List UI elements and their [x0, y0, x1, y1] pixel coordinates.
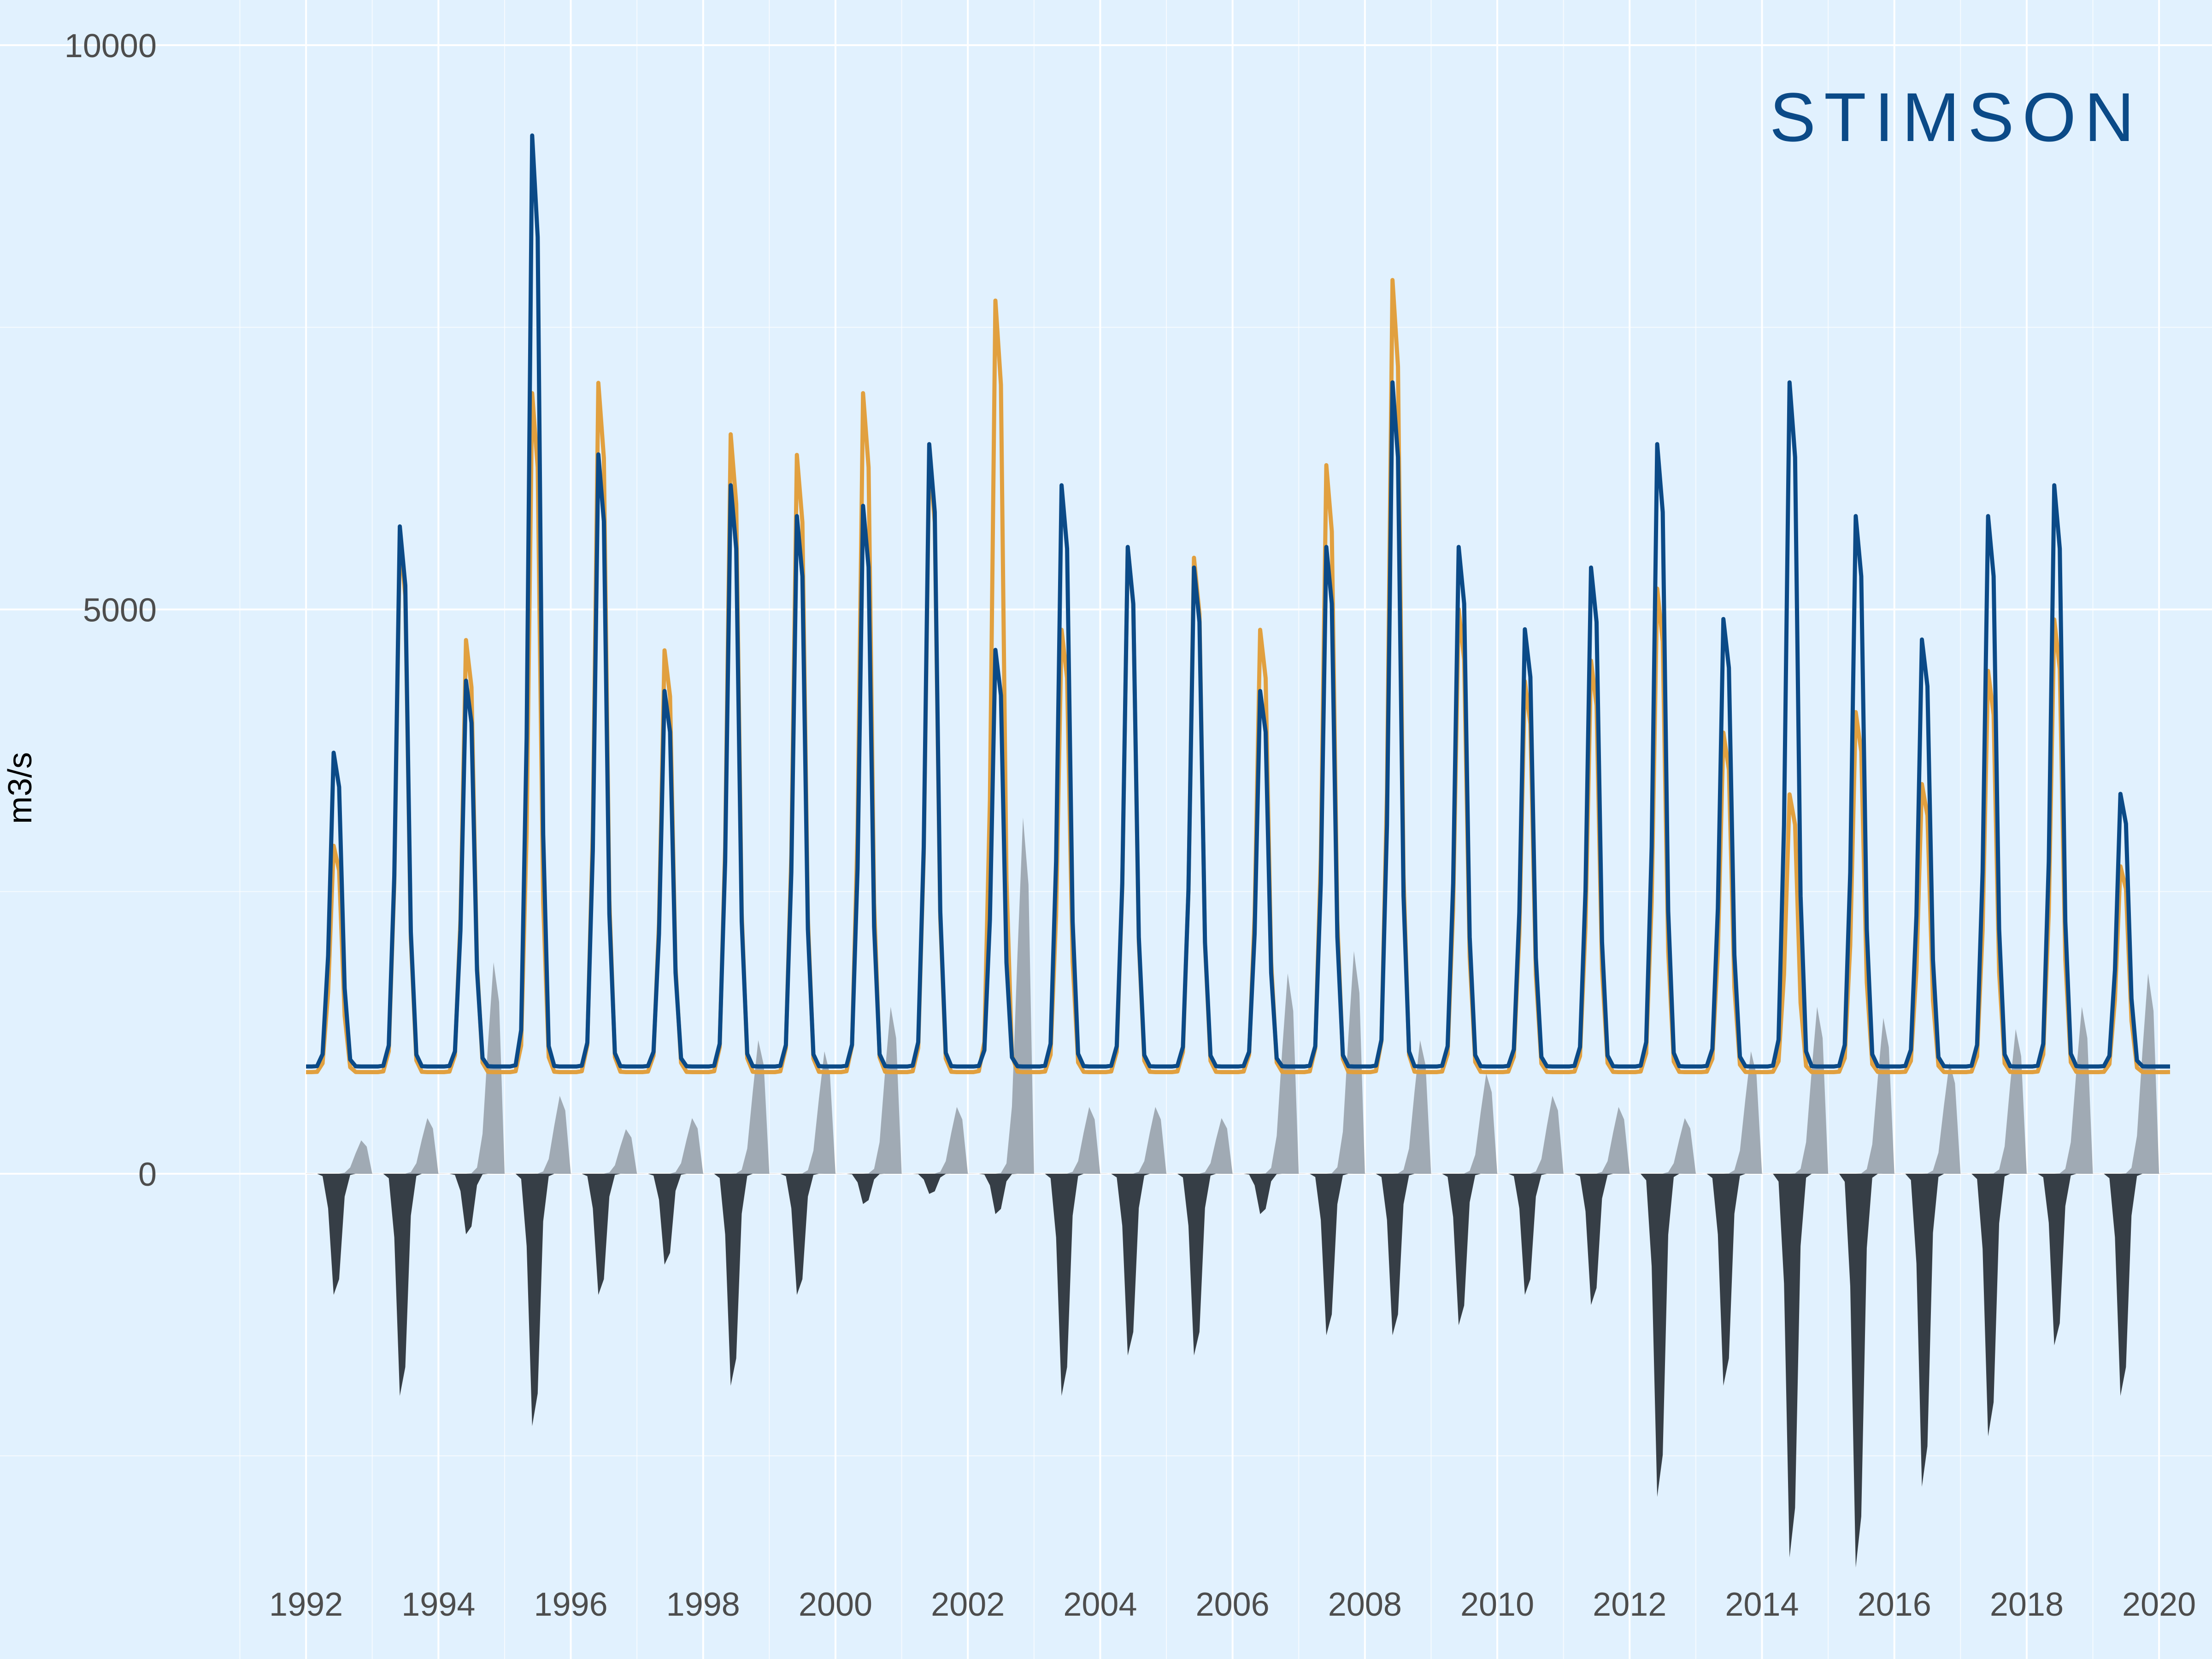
logo-text: STIMSON — [1770, 78, 2142, 156]
stimson-logo: STIMSON — [1770, 78, 2142, 156]
difference-areas — [306, 818, 2171, 1568]
x-tick-label: 2002 — [931, 1586, 1005, 1623]
x-tick-label: 2004 — [1063, 1586, 1137, 1623]
y-axis-title: m3/s — [2, 752, 39, 824]
x-tick-label: 2006 — [1196, 1586, 1270, 1623]
y-tick-label: 0 — [138, 1156, 157, 1193]
series-lines — [306, 133, 2171, 1074]
y-tick-labels: 0 5000 10000 — [65, 28, 157, 1193]
y-tick-label: 10000 — [65, 28, 157, 65]
x-tick-labels: 1992 1994 1996 1998 2000 2002 2004 2006 2008 2010… — [269, 1586, 2196, 1623]
x-tick-label: 1992 — [269, 1586, 343, 1623]
x-tick-label: 2020 — [2122, 1586, 2196, 1623]
x-tick-label: 2018 — [1990, 1586, 2064, 1623]
positive-difference-area — [306, 818, 2171, 1174]
x-tick-label: 2008 — [1328, 1586, 1402, 1623]
x-tick-label: 2000 — [799, 1586, 872, 1623]
x-tick-label: 1996 — [534, 1586, 607, 1623]
x-tick-label: 2010 — [1460, 1586, 1534, 1623]
x-tick-label: 1994 — [401, 1586, 475, 1623]
y-tick-label: 5000 — [83, 592, 157, 629]
x-tick-label: 2014 — [1725, 1586, 1799, 1623]
series-line-blue — [306, 133, 2171, 1069]
x-tick-label: 2016 — [1858, 1586, 1931, 1623]
x-tick-label: 2012 — [1593, 1586, 1666, 1623]
negative-difference-area — [306, 1173, 2171, 1568]
x-tick-label: 1998 — [666, 1586, 740, 1623]
